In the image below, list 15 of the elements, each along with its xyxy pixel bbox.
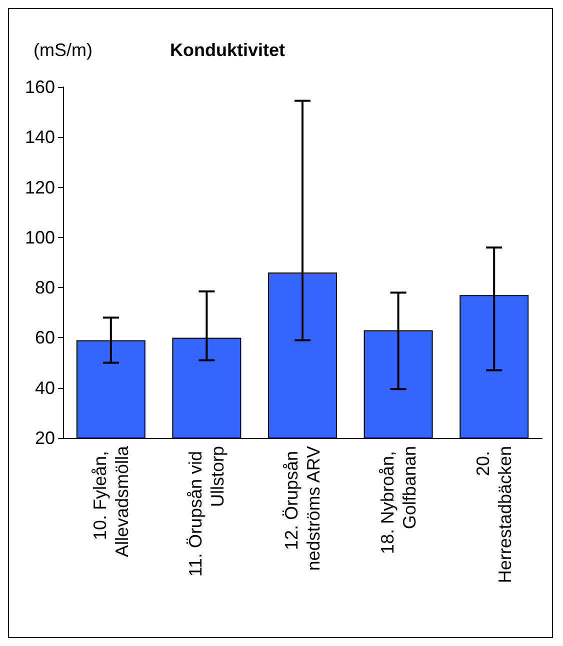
y-tick-label: 100 [24,227,55,248]
y-axis-title: (mS/m) [34,40,92,60]
chart-title: Konduktivitet [170,40,285,60]
y-tick-label: 80 [34,278,55,298]
x-tick-label: 18. Nybroån, Golfbanan [377,446,420,554]
y-tick-label: 60 [34,328,55,348]
y-tick-label: 120 [24,177,55,198]
x-tick-label: 10. Fyleån, Allevadsmölla [90,445,132,558]
y-tick-label: 140 [24,127,55,148]
y-tick-label: 20 [34,428,55,448]
x-tick-label: 11. Örupsån vid Ullstorp [186,446,228,577]
y-tick-label: 40 [34,378,55,398]
y-tick-label: 160 [24,77,55,97]
x-tick-label: 12. Örupsån nedströms ARV [282,446,324,571]
x-tick-label: 20. Herrestadbäcken [473,446,516,584]
